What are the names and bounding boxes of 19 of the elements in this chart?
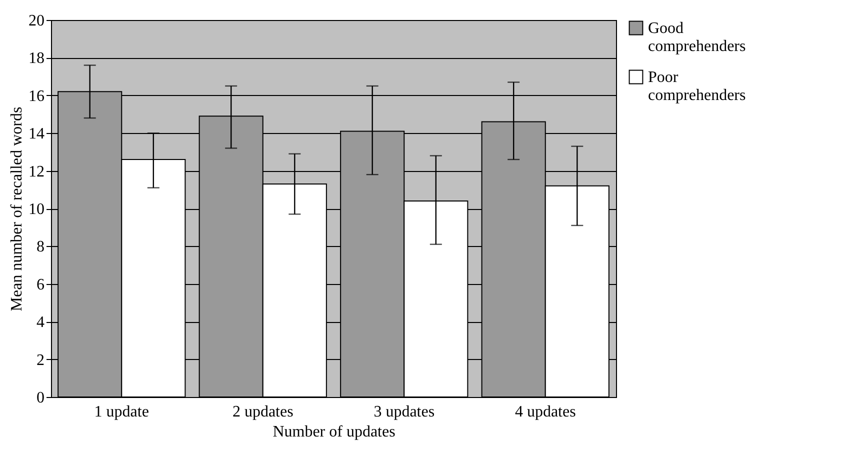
- y-tick-label: 0: [36, 390, 44, 406]
- legend-label: Good comprehenders: [648, 20, 746, 55]
- y-tick-label: 2: [36, 352, 44, 369]
- y-tick-label: 10: [28, 201, 44, 218]
- y-tick-label: 16: [28, 88, 44, 105]
- y-tick-label: 4: [36, 314, 44, 332]
- y-tick-label: 14: [28, 126, 44, 143]
- y-tick-label: 18: [28, 50, 44, 68]
- legend-label: Poor comprehenders: [648, 69, 746, 104]
- x-tick-label: 1 update: [94, 404, 149, 420]
- x-tick-label: 2 updates: [232, 404, 294, 420]
- x-axis-title: Number of updates: [272, 424, 396, 440]
- y-tick-label: 6: [36, 276, 44, 294]
- y-tick-label: 8: [36, 238, 44, 256]
- x-tick-label: 4 updates: [514, 404, 576, 420]
- y-tick-label: 12: [28, 163, 44, 180]
- y-tick-label: 20: [28, 12, 44, 30]
- y-axis-title: Mean number of recalled words: [8, 106, 26, 312]
- x-tick-label: 3 updates: [374, 404, 435, 420]
